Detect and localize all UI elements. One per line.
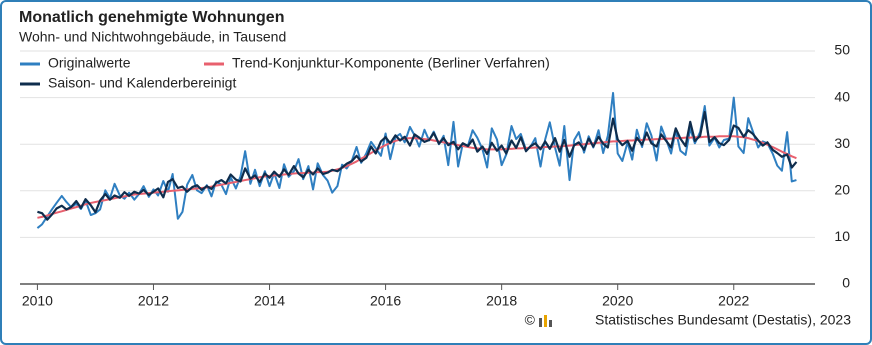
x-tick-label: 2014: [254, 293, 285, 309]
copyright: ©: [525, 312, 536, 328]
y-tick-label: 0: [842, 275, 850, 291]
legend-label: Originalwerte: [48, 55, 131, 71]
series-line: [37, 135, 797, 219]
logo: [539, 315, 552, 327]
x-tick-label: 2012: [138, 293, 169, 309]
x-tick-label: 2016: [370, 293, 401, 309]
y-tick-label: 40: [834, 88, 850, 104]
y-tick-label: 10: [834, 228, 850, 244]
chart-title: Monatlich genehmigte Wohnungen: [19, 9, 284, 26]
x-tick-label: 2022: [718, 293, 749, 309]
series-line: [36, 91, 797, 229]
x-tick-label: 2020: [602, 293, 633, 309]
source: Statistisches Bundesamt (Destatis), 2023: [595, 312, 851, 328]
legend-label: Saison- und Kalenderbereinigt: [48, 75, 236, 91]
y-tick-label: 50: [834, 42, 850, 58]
legend-label: Trend-Konjunktur-Komponente (Berliner Ve…: [232, 55, 550, 71]
x-tick-label: 2010: [22, 293, 53, 309]
y-tick-label: 30: [834, 135, 850, 151]
x-tick-label: 2018: [486, 293, 517, 309]
series-line: [37, 110, 798, 221]
y-tick-label: 20: [834, 182, 850, 198]
chart-subtitle: Wohn- und Nichtwohngebäude, in Tausend: [19, 29, 286, 45]
